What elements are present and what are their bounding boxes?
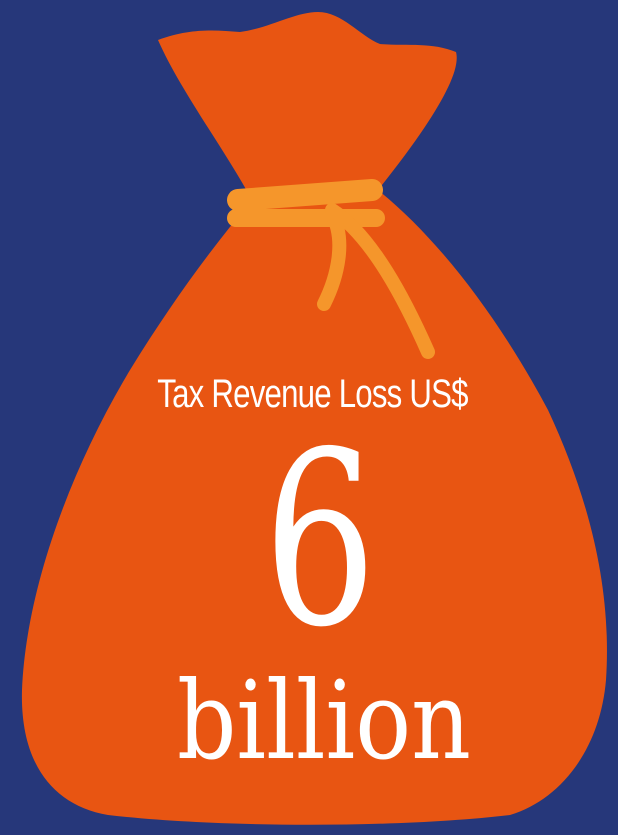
bag-tie-band [227,179,383,211]
amount-unit: billion [176,659,472,784]
bag-tie-string-left [317,207,347,311]
bag-body [21,12,607,825]
amount-number: 6 [263,400,377,680]
bag-tie-string-right [325,203,435,359]
caption-text: Tax Revenue Loss US$ [157,372,468,416]
